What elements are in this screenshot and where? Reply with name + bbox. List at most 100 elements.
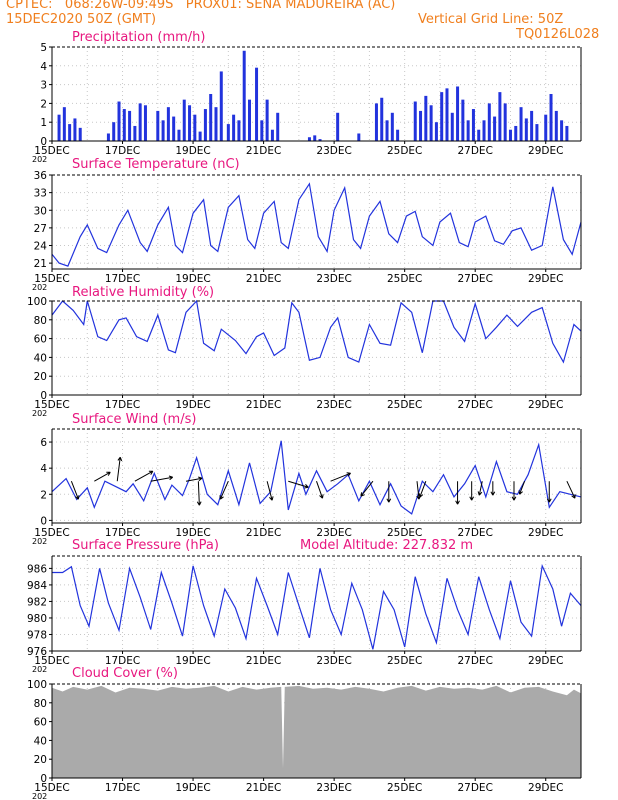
precip-bar (182, 99, 186, 141)
x-tick-label: 17DEC (105, 145, 140, 157)
precip-bar (424, 95, 428, 141)
x-tick-label: 21DEC (246, 655, 281, 667)
precip-bar (78, 127, 82, 141)
wind-arrow (469, 481, 475, 501)
precip-bar (260, 120, 264, 141)
x-tick-label: 25DEC (387, 399, 422, 411)
wind-arrow (511, 481, 517, 501)
precip-bar (276, 112, 280, 141)
header-grid-line-note: Vertical Grid Line: 50Z (418, 12, 564, 27)
precip-bar (138, 103, 142, 141)
precip-bar (128, 110, 132, 141)
precip-bar (318, 139, 322, 141)
x-tick-label: 19DEC (175, 273, 210, 285)
panel-4: 976 978 980 982 984 986 15DEC 17DEC 19DEC 21DEC 23… (27, 538, 582, 674)
wind-arrow (518, 481, 526, 495)
x-tick-label: 15DEC (34, 527, 69, 539)
precip-bar (172, 116, 176, 141)
wind-arrow (70, 481, 80, 500)
series-line (51, 440, 582, 515)
y-tick-label: 100 (27, 679, 47, 691)
precip-bar (57, 114, 61, 141)
wind-arrow (150, 475, 174, 482)
x-tick-label: 29DEC (528, 399, 563, 411)
x-tick-label: 21DEC (246, 273, 281, 285)
wind-arrow (330, 472, 351, 482)
precip-bar (177, 129, 181, 141)
x-tick-label: 27DEC (457, 655, 492, 667)
y-tick-label: 2 (40, 489, 47, 501)
precip-bar (112, 122, 116, 141)
wind-arrow (418, 481, 427, 498)
precip-bar (161, 120, 165, 141)
precip-bar (247, 99, 251, 141)
precip-bar (209, 94, 213, 141)
x-tick-label: 25DEC (387, 782, 422, 794)
wind-arrow (455, 481, 460, 505)
header-date: 15DEC2020 50Z (GMT) (6, 12, 157, 27)
precip-bar (193, 114, 197, 141)
x-tick-label: 19DEC (175, 527, 210, 539)
y-tick-label: 986 (27, 563, 47, 575)
precip-bar (255, 67, 259, 141)
precip-bar (519, 107, 523, 141)
precip-bar (413, 101, 417, 141)
y-tick-label: 40 (34, 735, 47, 747)
y-tick-label: 976 (27, 646, 47, 658)
y-tick-label: 30 (34, 205, 47, 217)
x-tick-label: 15DEC (34, 399, 69, 411)
precip-bar (106, 133, 110, 141)
x-tick-label: 21DEC (246, 782, 281, 794)
x-tick-label: 27DEC (457, 145, 492, 157)
y-tick-label: 60 (34, 717, 47, 729)
x-tick-label: 25DEC (387, 655, 422, 667)
panel-title: Cloud Cover (%) (72, 666, 178, 681)
x-tick-label: 23DEC (316, 782, 351, 794)
precip-bar (524, 118, 528, 141)
x-tick-label: 29DEC (528, 273, 563, 285)
precip-bar (493, 116, 497, 141)
header-line-1: CPTEC: 068:26W-09:49S PROX01: SENA MADUR… (6, 0, 396, 12)
x-tick-label: 27DEC (457, 527, 492, 539)
wind-arrow (219, 481, 229, 500)
y-tick-label: 60 (34, 334, 47, 346)
precip-bar (336, 112, 340, 141)
precip-bar (203, 109, 207, 141)
precip-bar (242, 50, 246, 142)
panel-0: 0 1 2 3 4 5 15DEC 17DEC 19DEC 21DEC 23DEC 25DEC 27DE… (32, 30, 582, 164)
precip-bar (73, 118, 77, 141)
precip-bar (156, 110, 160, 141)
precip-bar (122, 109, 126, 141)
wind-arrow (196, 481, 202, 506)
precip-bar (514, 125, 518, 141)
wind-arrow (288, 480, 309, 489)
precip-bar (544, 114, 548, 141)
y-tick-label: 0 (40, 136, 47, 148)
precip-bar (434, 122, 438, 141)
precip-bar (456, 86, 460, 141)
precip-bar (385, 120, 389, 141)
series-line (52, 563, 582, 650)
wind-arrow (116, 456, 123, 482)
precip-bar (450, 112, 454, 141)
x-tick-label: 19DEC (175, 655, 210, 667)
precip-bar (466, 120, 470, 141)
precip-bar (133, 125, 137, 141)
precip-bar (508, 129, 512, 141)
precip-bar (477, 129, 481, 141)
x-tick-label: 17DEC (105, 655, 140, 667)
model-altitude: Model Altitude: 227.832 m (300, 538, 473, 553)
precip-bar (419, 110, 423, 141)
year-fragment: 202 (32, 409, 47, 418)
panel-5: 0 20 40 60 80 100 15DEC 17DEC 19DEC 21DEC 23DEC 25D… (27, 666, 582, 800)
precip-bar (357, 133, 361, 141)
precip-bar (445, 88, 449, 141)
x-tick-label: 29DEC (528, 655, 563, 667)
y-tick-label: 6 (40, 437, 47, 449)
x-tick-label: 15DEC (34, 145, 69, 157)
year-fragment: 202 (32, 665, 47, 674)
x-tick-label: 23DEC (316, 399, 351, 411)
x-tick-label: 25DEC (387, 527, 422, 539)
x-tick-label: 23DEC (316, 273, 351, 285)
header-model-code: TQ0126L028 (516, 27, 600, 42)
